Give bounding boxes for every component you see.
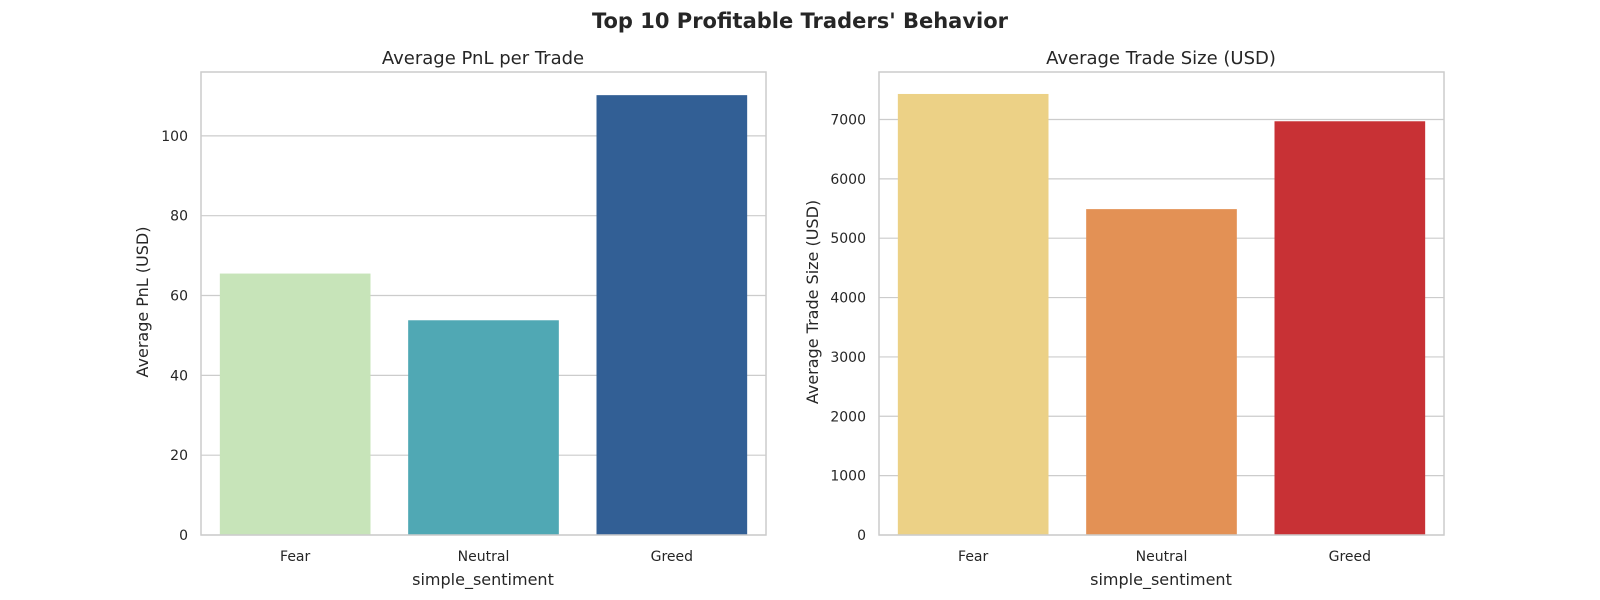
x-tick-label: Greed: [1329, 549, 1371, 565]
x-tick-label: Neutral: [1136, 549, 1188, 565]
plot-frame: [200, 71, 767, 536]
x-axis-label: simple_sentiment: [412, 570, 554, 590]
y-tick-label: 0: [857, 528, 866, 544]
chart-title: Average Trade Size (USD): [1046, 48, 1276, 69]
chart-pnl-per-trade: Average PnL per Trade simple_sentiment A…: [133, 48, 767, 590]
y-tick-label: 5000: [830, 231, 866, 247]
y-tick-label: 0: [179, 528, 188, 544]
bar-neutral: [1086, 209, 1237, 535]
y-tick-label: 80: [170, 209, 188, 225]
y-tick-label: 4000: [830, 291, 866, 307]
y-tick-label: 1000: [830, 469, 866, 485]
y-axis-label: Average Trade Size (USD): [803, 200, 822, 404]
bar-fear: [219, 273, 371, 535]
y-tick-label: 40: [170, 368, 188, 384]
y-tick-label: 60: [170, 289, 188, 305]
figure-title: Top 10 Profitable Traders' Behavior: [592, 9, 1009, 33]
x-tick-label: Fear: [958, 549, 988, 565]
x-tick-label: Neutral: [458, 549, 510, 565]
y-tick-label: 3000: [830, 350, 866, 366]
y-tick-label: 2000: [830, 409, 866, 425]
y-tick-label: 6000: [830, 172, 866, 188]
bar-fear: [897, 93, 1049, 535]
y-tick-label: 20: [170, 448, 188, 464]
y-axis-label: Average PnL (USD): [133, 227, 152, 378]
bar-greed: [596, 95, 748, 536]
x-tick-label: Greed: [651, 549, 693, 565]
bar-greed: [1274, 121, 1426, 536]
chart-average-trade-size: Average Trade Size (USD) simple_sentimen…: [803, 48, 1445, 590]
y-tick-label: 100: [161, 129, 188, 145]
plot-frame: [878, 71, 1445, 536]
x-tick-label: Fear: [280, 549, 310, 565]
bar-neutral: [408, 320, 559, 535]
x-axis-label: simple_sentiment: [1090, 570, 1232, 590]
y-tick-label: 7000: [830, 112, 866, 128]
chart-title: Average PnL per Trade: [382, 48, 584, 69]
